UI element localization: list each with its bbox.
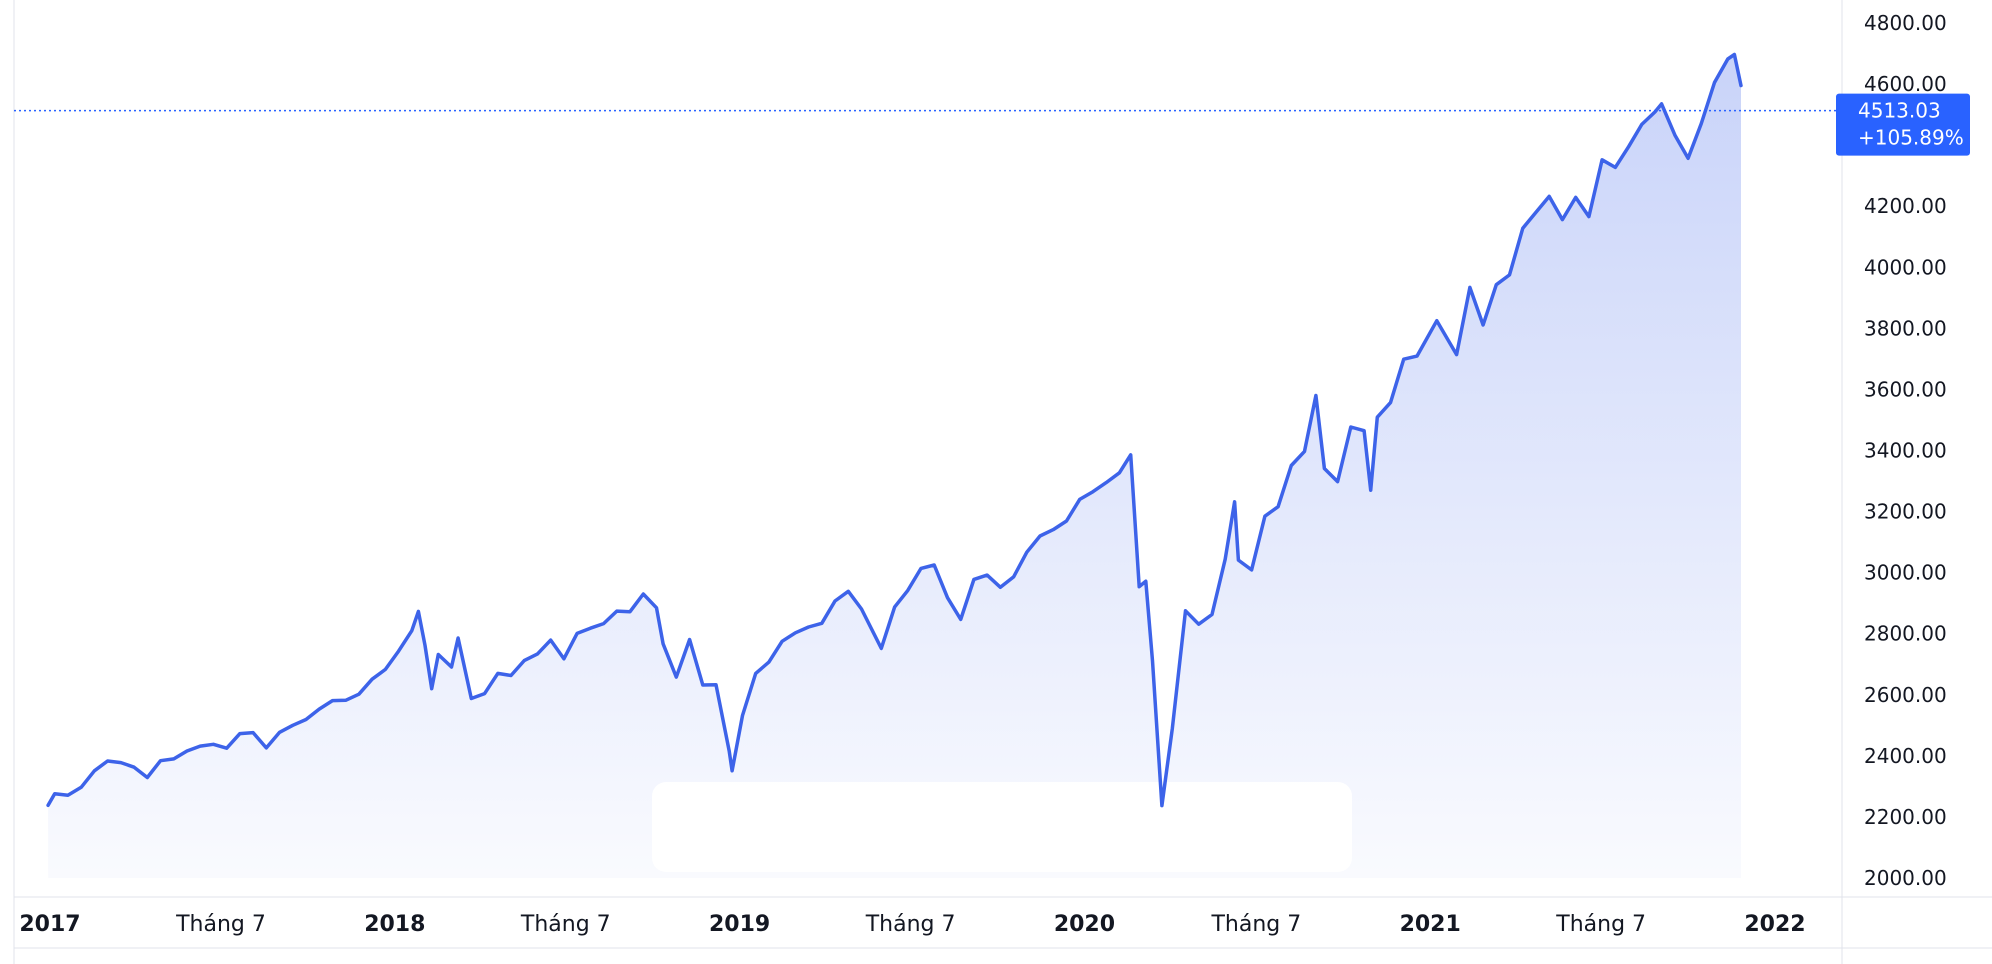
y-tick-label: 4000.00 <box>1864 255 1947 279</box>
y-tick-label: 3400.00 <box>1864 439 1947 463</box>
x-tick-label: 2017 <box>19 912 80 937</box>
time-axis[interactable]: 2017 Tháng 7 2018 Tháng 7 2019 Tháng 7 2020 Thá… <box>19 912 1805 937</box>
x-tick-label: 2019 <box>709 912 770 937</box>
y-tick-label: 4600.00 <box>1864 72 1947 96</box>
y-tick-label: 4200.00 <box>1864 194 1947 218</box>
y-tick-label: 3000.00 <box>1864 561 1947 585</box>
last-value-badge-bg <box>1836 93 1970 156</box>
y-tick-label: 3800.00 <box>1864 316 1947 340</box>
y-tick-label: 4800.00 <box>1864 11 1947 35</box>
y-tick-label: 2400.00 <box>1864 744 1947 768</box>
x-tick-label: Tháng 7 <box>865 912 956 937</box>
x-tick-label: 2018 <box>364 912 425 937</box>
y-tick-label: 2200.00 <box>1864 805 1947 829</box>
last-value-badge: 4513.03 +105.89% <box>1836 93 1970 156</box>
x-tick-label: 2022 <box>1744 912 1805 937</box>
x-tick-label: Tháng 7 <box>1210 912 1301 937</box>
y-tick-label: 2000.00 <box>1864 866 1947 890</box>
series-area-fill <box>48 54 1742 878</box>
price-axis[interactable]: 2000.00 2200.00 2400.00 2600.00 2800.00 3000.… <box>1864 11 1947 890</box>
y-tick-label: 2800.00 <box>1864 622 1947 646</box>
y-tick-label: 3200.00 <box>1864 500 1947 524</box>
x-tick-label: 2020 <box>1054 912 1115 937</box>
last-price-label: 4513.03 <box>1858 99 1941 123</box>
overlay-placeholder <box>652 782 1352 872</box>
percent-change-label: +105.89% <box>1858 126 1964 150</box>
series-line <box>46 52 1743 808</box>
x-tick-label: Tháng 7 <box>175 912 266 937</box>
x-tick-label: Tháng 7 <box>1555 912 1646 937</box>
x-tick-label: 2021 <box>1400 912 1461 937</box>
x-tick-label: Tháng 7 <box>520 912 611 937</box>
y-tick-label: 2600.00 <box>1864 683 1947 707</box>
y-tick-label: 3600.00 <box>1864 377 1947 401</box>
